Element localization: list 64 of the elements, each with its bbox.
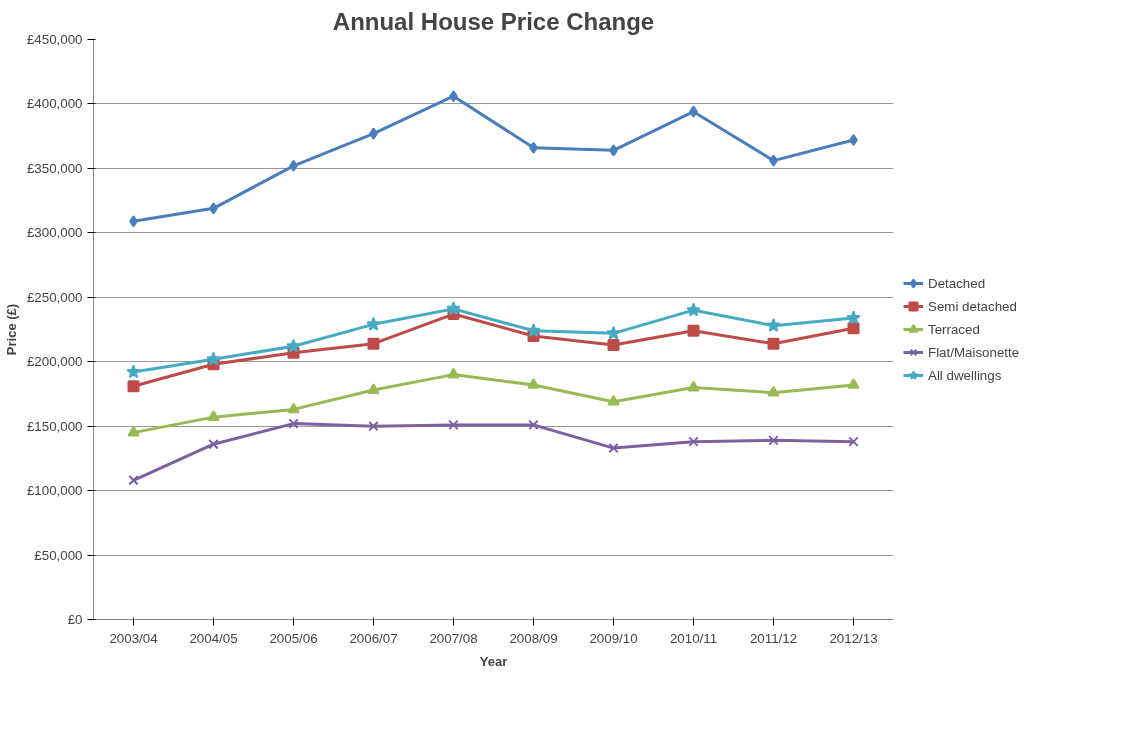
x-tick-label: 2012/13 xyxy=(829,630,878,646)
point xyxy=(288,418,299,429)
point xyxy=(127,425,140,437)
point xyxy=(206,351,221,366)
point xyxy=(848,436,859,447)
x-tick-label: 2005/06 xyxy=(269,630,318,646)
point xyxy=(447,367,460,379)
point xyxy=(367,383,380,394)
chart-title: Annual House Price Change xyxy=(332,7,655,35)
point xyxy=(687,324,700,337)
point xyxy=(686,302,701,317)
legend-label: Flat/Maisonette xyxy=(928,344,1020,360)
y-tick-label: £0 xyxy=(67,612,83,627)
point xyxy=(367,337,380,350)
point xyxy=(847,378,860,389)
point xyxy=(446,301,461,316)
x-tick-label: 2008/09 xyxy=(509,630,558,646)
point xyxy=(767,385,780,397)
y-tick-label: £400,000 xyxy=(26,96,83,112)
point xyxy=(448,419,459,431)
x-axis-title: Year xyxy=(479,653,508,669)
point xyxy=(528,419,539,431)
point xyxy=(526,323,541,338)
point xyxy=(287,402,300,414)
y-tick-label: £450,000 xyxy=(26,32,83,47)
point xyxy=(207,410,220,422)
point xyxy=(688,436,699,447)
point xyxy=(128,475,139,486)
point xyxy=(847,322,860,335)
point xyxy=(606,325,621,340)
point xyxy=(768,435,779,446)
y-axis-title: Price (£) xyxy=(3,303,19,356)
y-tick-label: £300,000 xyxy=(26,225,83,241)
y-tick-label: £200,000 xyxy=(26,354,83,370)
y-tick-label: £350,000 xyxy=(26,160,83,176)
x-tick-label: 2010/11 xyxy=(669,630,718,646)
legend-label: Terraced xyxy=(928,321,980,337)
y-tick-label: £50,000 xyxy=(34,547,83,563)
point xyxy=(767,337,780,350)
point xyxy=(286,338,301,353)
x-tick-label: 2011/12 xyxy=(749,630,798,646)
point xyxy=(126,364,141,379)
point xyxy=(368,420,379,432)
point xyxy=(208,438,219,450)
point xyxy=(607,394,620,406)
x-tick-label: 2006/07 xyxy=(349,630,398,646)
point xyxy=(766,318,781,332)
point xyxy=(687,380,700,392)
point xyxy=(608,442,619,454)
x-tick-label: 2009/10 xyxy=(589,630,638,646)
y-tick-label: £100,000 xyxy=(26,483,83,499)
x-tick-label: 2003/04 xyxy=(109,630,159,646)
point xyxy=(607,338,620,351)
x-tick-label: 2004/05 xyxy=(189,630,238,646)
y-tick-label: £250,000 xyxy=(26,289,83,305)
legend-label: Detached xyxy=(928,275,986,291)
x-tick-label: 2007/08 xyxy=(429,630,478,646)
point xyxy=(846,310,861,325)
legend-label: Semi detached xyxy=(928,298,1017,314)
point xyxy=(527,378,540,389)
legend-label: All dwellings xyxy=(928,367,1002,383)
y-tick-label: £150,000 xyxy=(26,418,83,434)
point xyxy=(127,380,140,393)
point xyxy=(366,316,381,331)
